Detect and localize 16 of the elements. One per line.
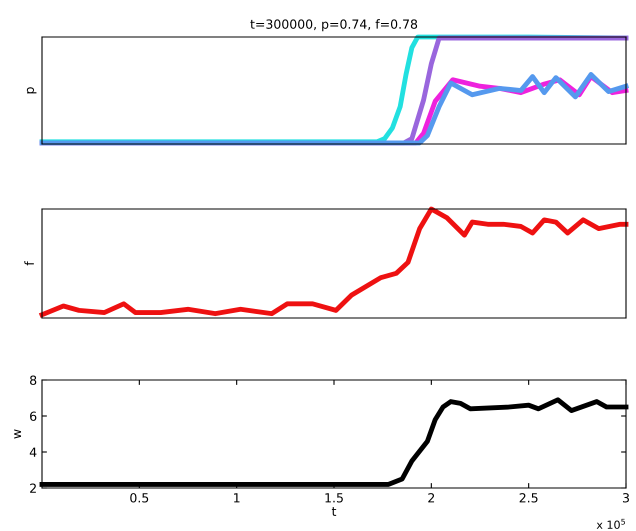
y-tick-label: 4: [30, 448, 36, 457]
chart-title: t=300000, p=0.74, f=0.78: [250, 19, 418, 32]
y-tick-label: 6: [30, 411, 36, 421]
x-tick-label: 1: [234, 493, 240, 502]
x-tick-label: 2: [428, 493, 434, 502]
x-axis-title: t: [332, 507, 336, 516]
x-tick-label: 1.5: [325, 493, 343, 503]
y-axis-title: w: [14, 429, 22, 439]
y-axis-title: f: [24, 261, 34, 266]
y-axis-title: p: [26, 87, 36, 94]
x-tick-label: 0.5: [130, 493, 148, 503]
x-tick-label: 3: [622, 493, 629, 503]
text: x 10$^{5}$: [596, 518, 625, 529]
x-tick-label: 2.5: [520, 493, 538, 503]
y-tick-label: 8: [30, 375, 36, 385]
y-tick-label: 2: [30, 483, 36, 493]
